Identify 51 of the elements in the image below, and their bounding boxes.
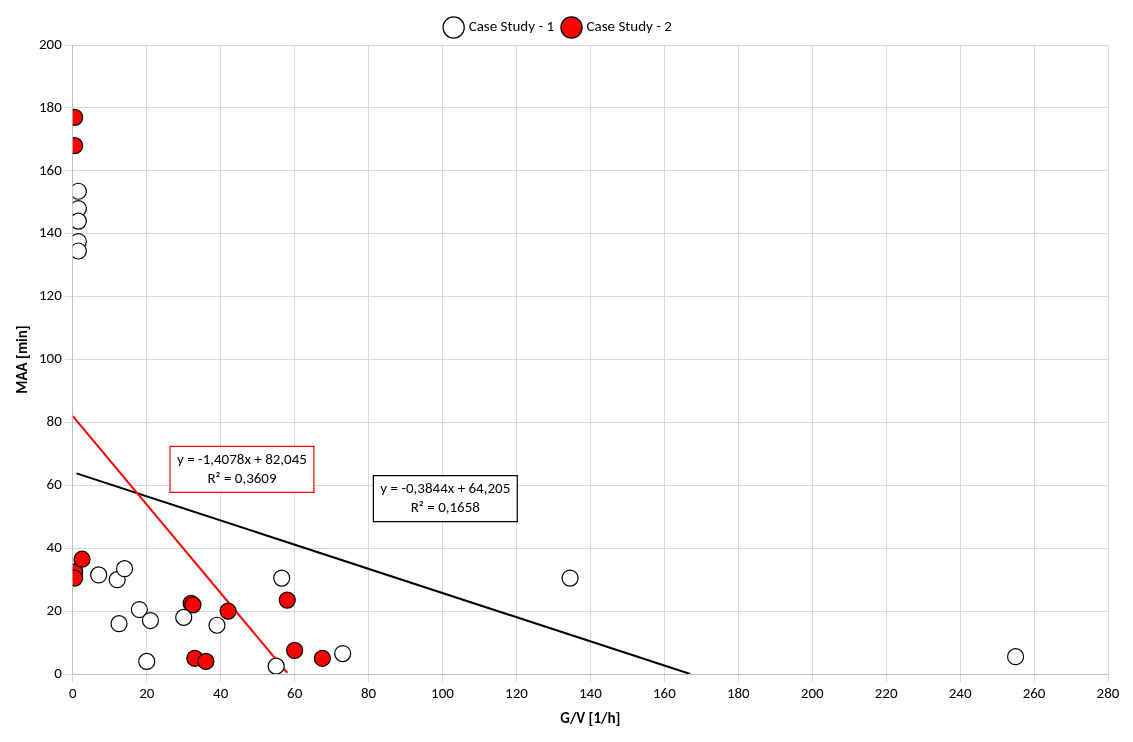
y-tick-label: 40: [46, 537, 63, 556]
point: [286, 641, 304, 660]
y-tick-label: 180: [39, 97, 63, 116]
point: [313, 649, 331, 667]
y-axis-title: MAA [min]: [12, 325, 31, 394]
point: [219, 602, 237, 620]
point: [138, 652, 156, 671]
point: [175, 608, 193, 626]
x-tick-label: 200: [800, 683, 825, 702]
point: [141, 611, 160, 630]
x-tick-label: 40: [213, 683, 229, 702]
y-tick-label: 20: [46, 600, 63, 619]
x-tick-label: 60: [287, 683, 303, 702]
point: [267, 657, 285, 674]
annotation: y = -1,4078x + 82,045 R² = 0,3609: [177, 449, 307, 487]
point: [115, 560, 134, 578]
x-tick-label: 240: [948, 683, 972, 702]
x-axis-title: G/V [1/h]: [560, 708, 621, 727]
point: [273, 569, 291, 587]
x-tick-label: 160: [652, 683, 677, 702]
x-tick-label: 100: [431, 683, 455, 702]
y-tick-label: 0: [54, 663, 63, 682]
y-tick-label: 120: [39, 286, 63, 305]
x-tick-label: 0: [69, 683, 77, 702]
point: [1006, 648, 1025, 666]
point: [334, 644, 352, 663]
x-tick-label: 260: [1022, 683, 1046, 702]
y-tick-label: 60: [46, 475, 63, 494]
y-tick-label: 100: [39, 349, 63, 368]
x-tick-label: 120: [505, 683, 529, 702]
y-tick-label: 140: [39, 223, 63, 242]
legend-label: Case Study - 2: [586, 17, 672, 36]
x-tick-label: 220: [874, 683, 898, 702]
point: [278, 591, 296, 609]
x-tick-label: 280: [1096, 683, 1120, 702]
y-tick-label: 80: [46, 412, 63, 431]
x-tick-label: 140: [579, 683, 603, 702]
x-tick-label: 80: [360, 683, 377, 702]
point: [130, 600, 148, 619]
x-tick-label: 180: [726, 683, 751, 702]
point: [73, 550, 91, 568]
y-tick-label: 200: [39, 34, 63, 53]
point: [197, 652, 215, 671]
legend-label: Case Study - 1: [468, 17, 555, 36]
x-tick-label: 20: [139, 683, 155, 702]
point: [110, 615, 128, 633]
y-tick-label: 160: [39, 160, 63, 179]
point: [208, 616, 226, 634]
point: [561, 569, 579, 587]
annotation: y = -0,3844x + 64,205 R² = 0,1658: [380, 478, 511, 516]
point: [90, 566, 108, 584]
